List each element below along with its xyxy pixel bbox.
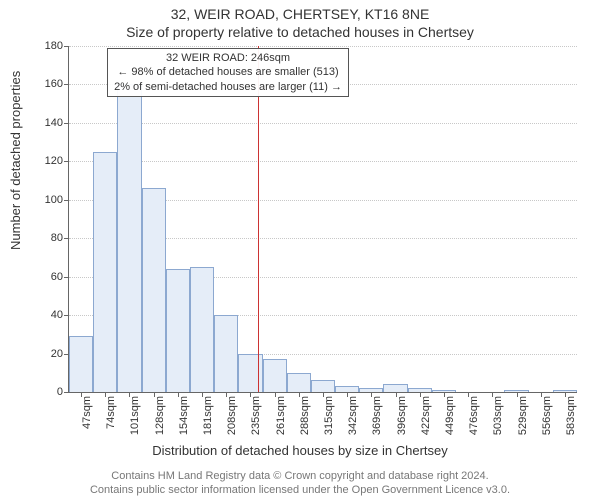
x-tick-mark	[371, 392, 372, 397]
y-tick-mark	[64, 84, 69, 85]
histogram-bar	[117, 84, 141, 392]
x-tick-label: 288sqm	[299, 396, 311, 435]
x-tick-mark	[105, 392, 106, 397]
histogram-bar	[311, 380, 335, 392]
annotation-line: ← 98% of detached houses are smaller (51…	[114, 65, 342, 79]
y-tick-label: 100	[45, 194, 63, 206]
x-tick-mark	[347, 392, 348, 397]
x-tick-mark	[565, 392, 566, 397]
x-tick-label: 583sqm	[565, 396, 577, 435]
y-tick-label: 20	[51, 348, 63, 360]
y-tick-label: 60	[51, 271, 63, 283]
gridline	[69, 123, 577, 124]
y-tick-label: 0	[57, 386, 63, 398]
x-tick-label: 47sqm	[81, 396, 93, 429]
histogram-bar	[383, 384, 407, 392]
y-tick-label: 80	[51, 232, 63, 244]
x-tick-mark	[226, 392, 227, 397]
y-tick-mark	[64, 161, 69, 162]
y-tick-label: 180	[45, 40, 63, 52]
y-tick-mark	[64, 46, 69, 47]
histogram-bar	[190, 267, 214, 392]
x-tick-mark	[129, 392, 130, 397]
annotation-box: 32 WEIR ROAD: 246sqm← 98% of detached ho…	[107, 48, 349, 97]
chart-container: { "title_line1": "32, WEIR ROAD, CHERTSE…	[0, 0, 600, 500]
plot-area: 02040608010012014016018047sqm74sqm101sqm…	[68, 46, 577, 393]
x-tick-label: 208sqm	[226, 396, 238, 435]
x-tick-label: 529sqm	[517, 396, 529, 435]
y-tick-label: 120	[45, 155, 63, 167]
x-tick-label: 369sqm	[371, 396, 383, 435]
x-tick-label: 261sqm	[275, 396, 287, 435]
y-tick-label: 40	[51, 309, 63, 321]
x-tick-mark	[275, 392, 276, 397]
x-tick-label: 396sqm	[396, 396, 408, 435]
x-tick-label: 101sqm	[129, 396, 141, 435]
x-tick-label: 235sqm	[250, 396, 262, 435]
x-tick-mark	[396, 392, 397, 397]
x-tick-mark	[492, 392, 493, 397]
x-tick-mark	[420, 392, 421, 397]
x-tick-label: 181sqm	[202, 396, 214, 435]
annotation-line: 32 WEIR ROAD: 246sqm	[114, 51, 342, 65]
x-tick-mark	[81, 392, 82, 397]
y-tick-label: 160	[45, 78, 63, 90]
x-tick-label: 74sqm	[105, 396, 117, 429]
gridline	[69, 161, 577, 162]
x-tick-mark	[202, 392, 203, 397]
x-tick-label: 342sqm	[347, 396, 359, 435]
x-tick-label: 315sqm	[323, 396, 335, 435]
histogram-bar	[263, 359, 287, 392]
footer-copyright: Contains HM Land Registry data © Crown c…	[0, 470, 600, 482]
annotation-line: 2% of semi-detached houses are larger (1…	[114, 80, 342, 94]
chart-title-address: 32, WEIR ROAD, CHERTSEY, KT16 8NE	[0, 6, 600, 22]
x-tick-mark	[541, 392, 542, 397]
x-tick-mark	[468, 392, 469, 397]
x-tick-label: 449sqm	[444, 396, 456, 435]
x-tick-label: 128sqm	[154, 396, 166, 435]
y-tick-mark	[64, 200, 69, 201]
histogram-bar	[69, 336, 93, 392]
y-tick-mark	[64, 277, 69, 278]
y-tick-mark	[64, 392, 69, 393]
x-tick-label: 476sqm	[468, 396, 480, 435]
x-axis-label: Distribution of detached houses by size …	[0, 443, 600, 458]
x-tick-mark	[178, 392, 179, 397]
x-tick-mark	[299, 392, 300, 397]
histogram-bar	[166, 269, 190, 392]
chart-title-subtitle: Size of property relative to detached ho…	[0, 24, 600, 40]
marker-line	[258, 46, 259, 392]
x-tick-label: 556sqm	[541, 396, 553, 435]
x-tick-label: 503sqm	[492, 396, 504, 435]
y-axis-label: Number of detached properties	[8, 71, 23, 250]
x-tick-label: 422sqm	[420, 396, 432, 435]
footer-licence: Contains public sector information licen…	[0, 484, 600, 496]
y-tick-mark	[64, 238, 69, 239]
x-tick-mark	[517, 392, 518, 397]
x-tick-mark	[250, 392, 251, 397]
histogram-bar	[287, 373, 311, 392]
x-tick-mark	[323, 392, 324, 397]
x-tick-mark	[444, 392, 445, 397]
y-tick-label: 140	[45, 117, 63, 129]
histogram-bar	[214, 315, 238, 392]
x-tick-mark	[154, 392, 155, 397]
y-tick-mark	[64, 315, 69, 316]
histogram-bar	[93, 152, 117, 392]
histogram-bar	[142, 188, 166, 392]
y-tick-mark	[64, 123, 69, 124]
gridline	[69, 46, 577, 47]
x-tick-label: 154sqm	[178, 396, 190, 435]
